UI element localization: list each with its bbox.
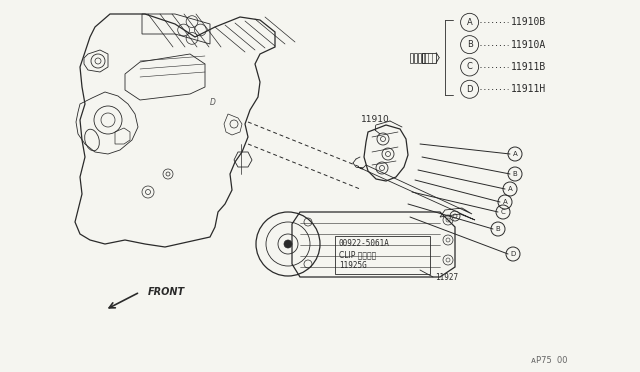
Bar xyxy=(418,53,421,62)
Text: A: A xyxy=(513,151,517,157)
Text: B: B xyxy=(467,40,472,49)
Text: CLIP クリップ: CLIP クリップ xyxy=(339,250,376,260)
Text: D: D xyxy=(510,251,516,257)
Bar xyxy=(410,53,413,62)
Text: B: B xyxy=(513,171,517,177)
Text: 11911H: 11911H xyxy=(511,84,546,94)
Text: 11910B: 11910B xyxy=(511,17,546,27)
Text: 11925G: 11925G xyxy=(339,262,367,270)
Text: C: C xyxy=(500,209,506,215)
Text: A: A xyxy=(467,18,472,27)
Text: A: A xyxy=(502,199,508,205)
Text: D: D xyxy=(467,85,473,94)
Text: D: D xyxy=(210,97,216,106)
Text: ᴀP75  00: ᴀP75 00 xyxy=(531,356,568,365)
Text: 11910A: 11910A xyxy=(511,40,546,49)
Text: 11911B: 11911B xyxy=(511,62,546,72)
Bar xyxy=(414,53,417,62)
Circle shape xyxy=(284,240,292,248)
Text: 00922-5061A: 00922-5061A xyxy=(339,240,390,248)
Text: 11927: 11927 xyxy=(435,273,458,282)
Bar xyxy=(335,236,430,274)
Text: A: A xyxy=(508,186,513,192)
Text: C: C xyxy=(467,62,472,71)
Bar xyxy=(422,53,425,62)
Text: B: B xyxy=(495,226,500,232)
Text: 11910: 11910 xyxy=(360,115,389,124)
Text: FRONT: FRONT xyxy=(148,287,185,297)
